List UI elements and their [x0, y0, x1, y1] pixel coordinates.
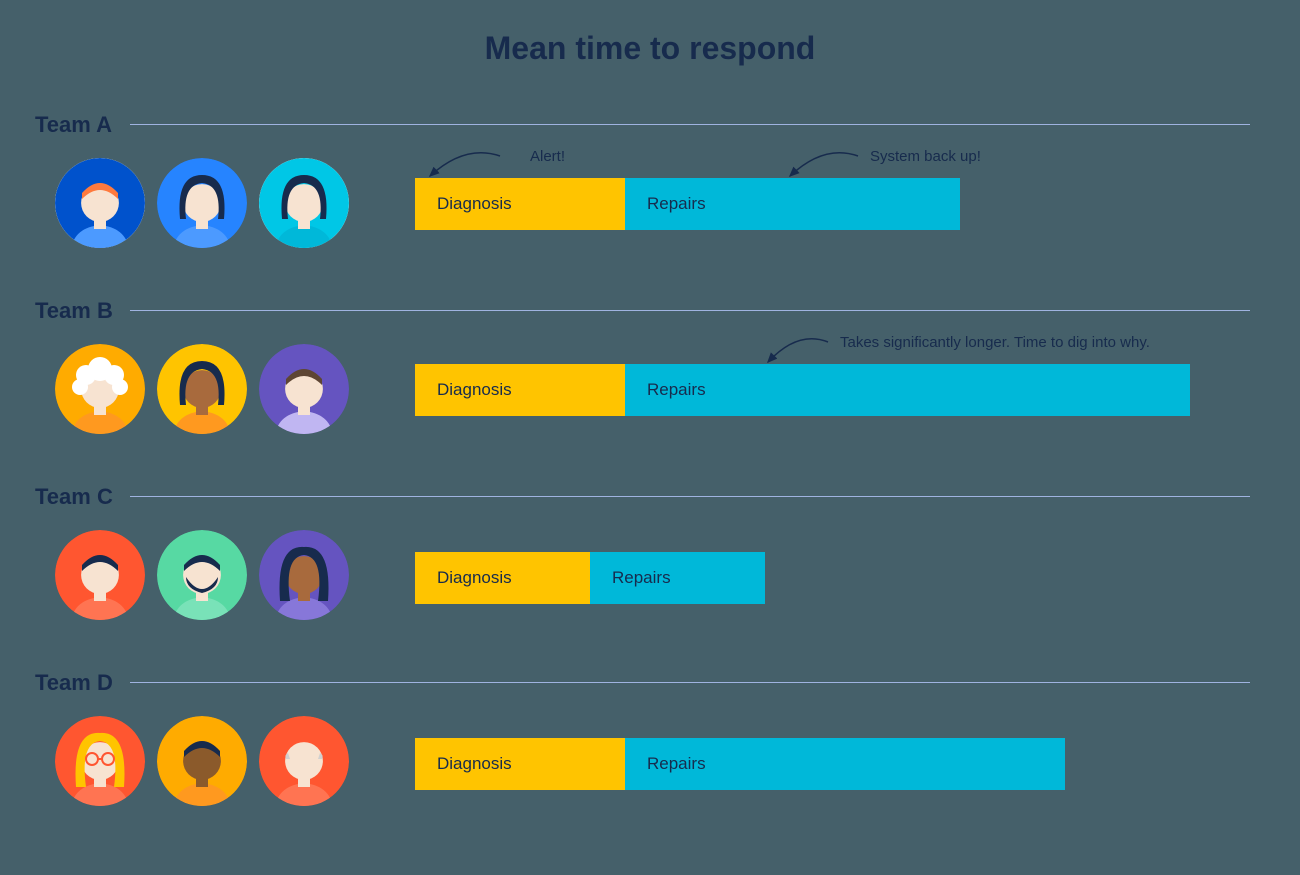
repairs-segment: Repairs: [590, 552, 765, 604]
timeline-bar: DiagnosisRepairs: [415, 552, 765, 604]
team-label: Team C: [35, 484, 113, 510]
diagnosis-segment: Diagnosis: [415, 738, 625, 790]
avatar-icon: [157, 530, 247, 620]
timeline-bar: DiagnosisRepairs: [415, 738, 1065, 790]
avatar-icon: [55, 716, 145, 806]
team-avatars: [55, 530, 349, 620]
team-label: Team D: [35, 670, 113, 696]
avatar-icon: [259, 530, 349, 620]
team-avatars: [55, 716, 349, 806]
repairs-segment: Repairs: [625, 738, 1065, 790]
avatar-icon: [259, 716, 349, 806]
avatar-icon: [157, 716, 247, 806]
team-divider: [130, 496, 1250, 497]
team-divider: [130, 682, 1250, 683]
avatar-icon: [55, 530, 145, 620]
diagnosis-segment: Diagnosis: [415, 552, 590, 604]
